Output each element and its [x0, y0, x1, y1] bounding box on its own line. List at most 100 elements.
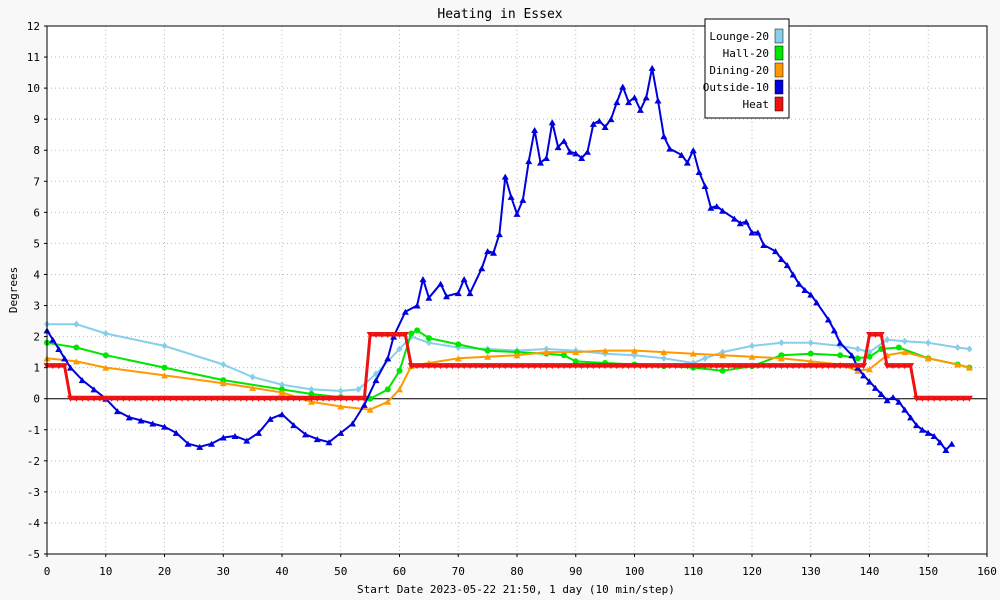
- data-point: [901, 406, 909, 413]
- data-point: [578, 155, 586, 161]
- data-point: [172, 429, 180, 436]
- data-point: [777, 363, 785, 370]
- data-point: [678, 363, 685, 370]
- data-point: [836, 363, 844, 370]
- data-point: [719, 367, 726, 374]
- data-point: [161, 372, 168, 379]
- data-point: [795, 280, 803, 287]
- data-point: [225, 395, 233, 402]
- data-point: [760, 363, 768, 370]
- data-point: [777, 255, 785, 262]
- data-point: [965, 364, 973, 371]
- data-point: [213, 395, 221, 402]
- legend-label-dining-20: Dining-20: [709, 64, 769, 77]
- data-point: [760, 241, 768, 248]
- data-point: [660, 363, 668, 370]
- data-point: [90, 386, 98, 393]
- data-point: [472, 363, 480, 370]
- data-point: [55, 346, 63, 353]
- data-point: [542, 363, 550, 370]
- data-point: [619, 83, 627, 90]
- data-point: [742, 218, 750, 225]
- data-point: [537, 159, 544, 166]
- x-tick-label: 140: [860, 565, 880, 578]
- data-point: [490, 249, 497, 256]
- data-point: [396, 386, 403, 393]
- data-point: [284, 395, 292, 402]
- data-point: [783, 363, 791, 370]
- data-point: [425, 294, 433, 301]
- data-point: [266, 415, 274, 422]
- data-point: [337, 395, 345, 402]
- y-tick-label: 7: [33, 175, 40, 188]
- data-point: [72, 395, 80, 402]
- data-point: [360, 395, 368, 402]
- data-point: [495, 231, 503, 238]
- data-point: [572, 363, 580, 370]
- data-point: [584, 148, 591, 155]
- data-point: [49, 336, 57, 343]
- data-point: [683, 363, 691, 370]
- data-point: [255, 395, 262, 402]
- data-point: [525, 363, 533, 370]
- data-point: [219, 434, 227, 441]
- data-point: [55, 363, 63, 370]
- data-point: [713, 363, 721, 370]
- data-point: [425, 339, 432, 347]
- data-point: [401, 332, 409, 339]
- data-point: [883, 397, 891, 404]
- data-point: [660, 349, 668, 356]
- data-point: [78, 395, 86, 402]
- data-point: [730, 363, 738, 370]
- data-point: [413, 302, 421, 309]
- data-point: [866, 353, 873, 360]
- data-point: [719, 352, 727, 359]
- x-tick-label: 60: [393, 565, 406, 578]
- data-point: [507, 363, 515, 370]
- data-point: [554, 363, 562, 370]
- data-point: [272, 395, 280, 402]
- data-point: [742, 363, 750, 370]
- data-point: [219, 380, 227, 387]
- data-point: [701, 363, 709, 370]
- data-point: [925, 339, 932, 347]
- data-point: [871, 384, 879, 391]
- y-tick-label: -5: [27, 548, 40, 561]
- data-point: [279, 386, 285, 393]
- data-point: [625, 99, 633, 106]
- data-point: [824, 316, 832, 323]
- data-point: [372, 332, 380, 339]
- data-point: [601, 363, 609, 370]
- data-point: [525, 158, 533, 165]
- data-point: [531, 127, 539, 134]
- data-point: [190, 395, 198, 402]
- data-point: [61, 355, 69, 362]
- data-point: [249, 373, 256, 381]
- x-tick-label: 20: [158, 565, 171, 578]
- data-point: [589, 120, 597, 127]
- data-point: [560, 137, 568, 144]
- x-tick-label: 30: [217, 565, 230, 578]
- data-point: [73, 320, 80, 328]
- data-point: [531, 363, 539, 370]
- data-point: [907, 363, 915, 370]
- data-point: [830, 363, 838, 370]
- data-point: [308, 391, 315, 398]
- data-point: [695, 168, 703, 175]
- data-point: [84, 395, 92, 402]
- data-point: [260, 395, 268, 402]
- data-point: [307, 395, 315, 402]
- y-tick-label: -3: [27, 486, 40, 499]
- legend-swatch-lounge-20: [774, 28, 784, 44]
- data-point: [748, 363, 756, 370]
- data-point: [707, 204, 715, 211]
- data-point: [290, 395, 298, 402]
- y-tick-label: 4: [33, 268, 40, 281]
- data-point: [913, 395, 920, 402]
- data-point: [137, 395, 145, 402]
- data-point: [772, 248, 779, 255]
- data-point: [466, 363, 474, 370]
- data-point: [396, 345, 403, 353]
- data-point: [936, 439, 944, 446]
